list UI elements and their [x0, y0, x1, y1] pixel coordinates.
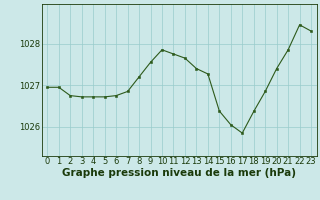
- X-axis label: Graphe pression niveau de la mer (hPa): Graphe pression niveau de la mer (hPa): [62, 168, 296, 178]
